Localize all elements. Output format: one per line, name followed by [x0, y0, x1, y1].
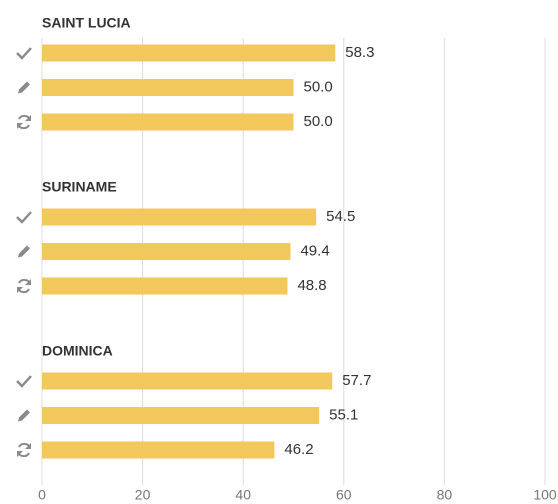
bar	[42, 113, 294, 131]
refresh-icon	[17, 114, 31, 130]
pencil-icon	[18, 409, 30, 422]
row-icon	[16, 211, 32, 224]
refresh-arrow	[17, 443, 31, 457]
group-label: SAINT LUCIA	[42, 15, 131, 31]
value-label: 50.0	[304, 113, 333, 130]
x-tick-label: 20	[135, 487, 151, 503]
row-icon	[16, 47, 32, 60]
bar	[42, 441, 275, 459]
row-icon	[17, 442, 31, 458]
bar	[42, 243, 291, 260]
x-tick-label: 100	[533, 487, 557, 503]
row-icon	[18, 245, 30, 258]
value-label: 55.1	[329, 406, 358, 423]
row-icon	[18, 409, 30, 422]
row-icon	[16, 375, 32, 388]
value-label: 58.3	[345, 44, 374, 61]
pencil-icon	[18, 245, 30, 258]
refresh-arrow	[17, 279, 31, 293]
refresh-icon	[17, 442, 31, 458]
value-label: 46.2	[284, 441, 313, 458]
pencil-icon	[18, 81, 30, 94]
refresh-arrow	[17, 115, 31, 129]
bar	[42, 44, 336, 62]
check-icon	[16, 47, 32, 60]
check-icon	[16, 211, 32, 224]
bar	[42, 407, 320, 424]
row-icon	[17, 278, 31, 294]
row-icon	[18, 81, 30, 94]
x-tick-label: 0	[38, 487, 46, 503]
group-label: SURINAME	[42, 179, 117, 195]
x-tick-label: 60	[336, 487, 352, 503]
bar	[42, 372, 333, 390]
value-label: 50.0	[304, 78, 333, 95]
bar	[42, 79, 294, 96]
refresh-icon	[17, 278, 31, 294]
x-tick-label: 40	[235, 487, 251, 503]
group-label: DOMINICA	[42, 343, 113, 359]
value-label: 49.4	[300, 242, 329, 259]
value-label: 54.5	[326, 208, 355, 225]
check-icon	[16, 375, 32, 388]
value-label: 57.7	[342, 372, 371, 389]
value-label: 48.8	[297, 277, 326, 294]
x-tick-label: 80	[437, 487, 453, 503]
bar	[42, 277, 288, 295]
bar	[42, 208, 317, 226]
row-icon	[17, 114, 31, 130]
